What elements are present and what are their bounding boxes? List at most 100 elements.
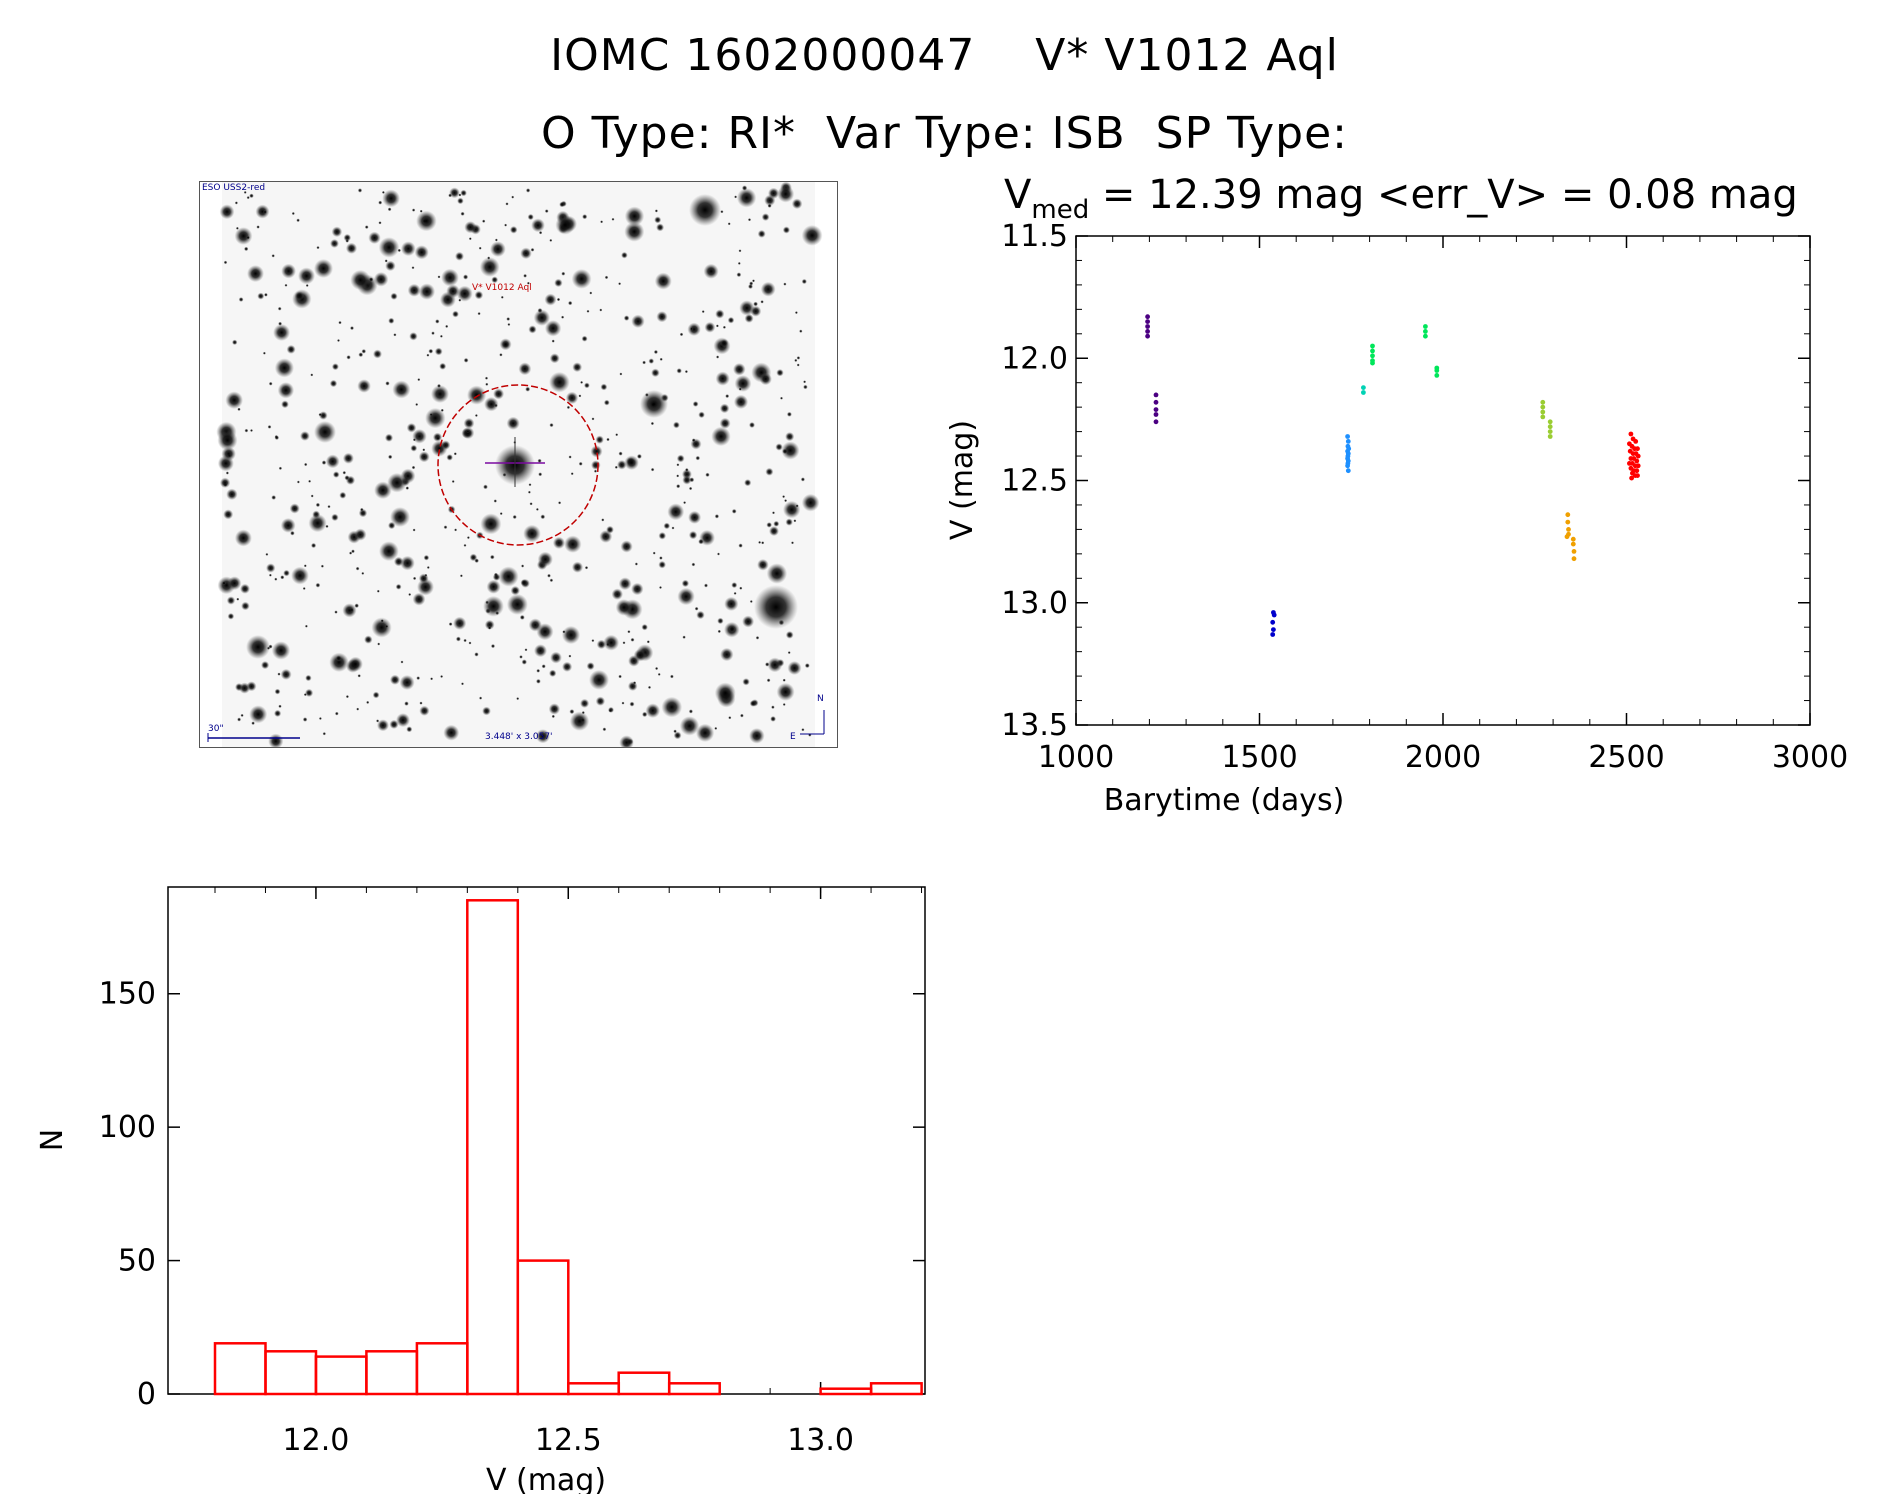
y-tick-label: 11.5 [1001,219,1068,254]
finder-star [716,355,720,359]
finder-star [466,429,470,434]
finder-star [305,688,314,697]
finder-star [549,353,560,364]
finder-star [479,257,500,277]
finder-star [460,189,467,197]
finder-star [796,363,800,367]
finder-star [554,278,563,288]
finder-star [382,189,400,208]
finder-star [482,219,486,223]
finder-star [280,518,296,533]
finder-star [571,561,584,573]
finder-star [234,227,253,245]
finder-star [474,652,479,657]
data-point [1632,473,1638,478]
finder-star [354,528,367,541]
histogram-bar [314,1355,368,1396]
data-point [1566,531,1571,537]
finder-star [399,675,415,690]
finder-star [538,231,543,235]
finder-star [509,226,518,234]
finder-star [739,586,743,590]
finder-star [738,543,743,548]
finder-star [271,641,291,660]
data-point [1270,632,1276,637]
data-point [1635,473,1640,478]
finder-star [308,479,312,483]
finder-star [775,443,783,451]
finder-star [591,417,595,421]
finder-star [483,595,504,617]
finder-star [615,433,619,437]
finder-star [580,380,584,384]
histogram-bar [213,1342,267,1396]
finder-star [477,312,481,316]
finder-star [724,596,739,611]
finder-star [225,391,243,409]
finder-star [535,507,539,511]
finder-star [247,265,264,283]
finder-star [388,317,395,324]
finder-star [452,310,459,318]
finder-star [346,355,351,360]
finder-star [318,717,322,720]
finder-star [264,292,268,297]
finder-star [742,678,750,686]
finder-star [760,281,776,297]
finder-star [641,624,648,631]
finder-star [506,593,528,615]
finder-star [425,407,446,429]
finder-star [310,373,314,377]
data-point [1628,456,1634,461]
finder-star [335,655,342,662]
finder-star [698,411,705,419]
compass-n-label: N [817,694,824,704]
finder-star [223,509,234,520]
finder-star [549,578,554,583]
finder-star [544,209,549,213]
finder-star [414,245,429,260]
data-point [1153,419,1159,425]
hist-y-tick-label: 100 [99,1110,156,1145]
finder-star [439,334,443,338]
finder-star [704,321,716,333]
finder-star [591,639,595,643]
finder-star [302,587,306,590]
finder-star [463,357,469,363]
finder-star [621,251,628,259]
finder-star [714,514,720,519]
data-point [1345,458,1351,464]
finder-star [646,640,650,644]
finder-star [329,379,338,388]
finder-star [360,507,364,512]
finder-star [757,559,769,571]
finder-star [377,642,381,646]
finder-star [388,454,393,460]
finder-star [418,573,429,584]
finder-star [659,357,663,361]
finder-star [226,488,238,500]
finder-star [761,213,770,221]
finder-star [611,217,615,221]
finder-star [658,560,666,569]
finder-star [364,225,369,229]
finder-star [498,566,519,587]
data-point [1345,448,1350,454]
finder-star [304,462,308,467]
finder-star [766,522,772,528]
finder-star [249,705,268,724]
finder-star [731,508,737,514]
finder-star [752,279,755,283]
finder-star [782,678,786,682]
histogram-ylabel: N [35,1129,70,1151]
finder-star [651,368,660,378]
finder-star [673,731,682,740]
finder-star [490,241,506,257]
finder-star [524,648,528,652]
finder-star [519,655,523,659]
finder-star [785,432,795,442]
finder-star [268,733,284,747]
finder-star [440,675,444,678]
finder-star [274,688,281,695]
finder-star [342,452,354,464]
